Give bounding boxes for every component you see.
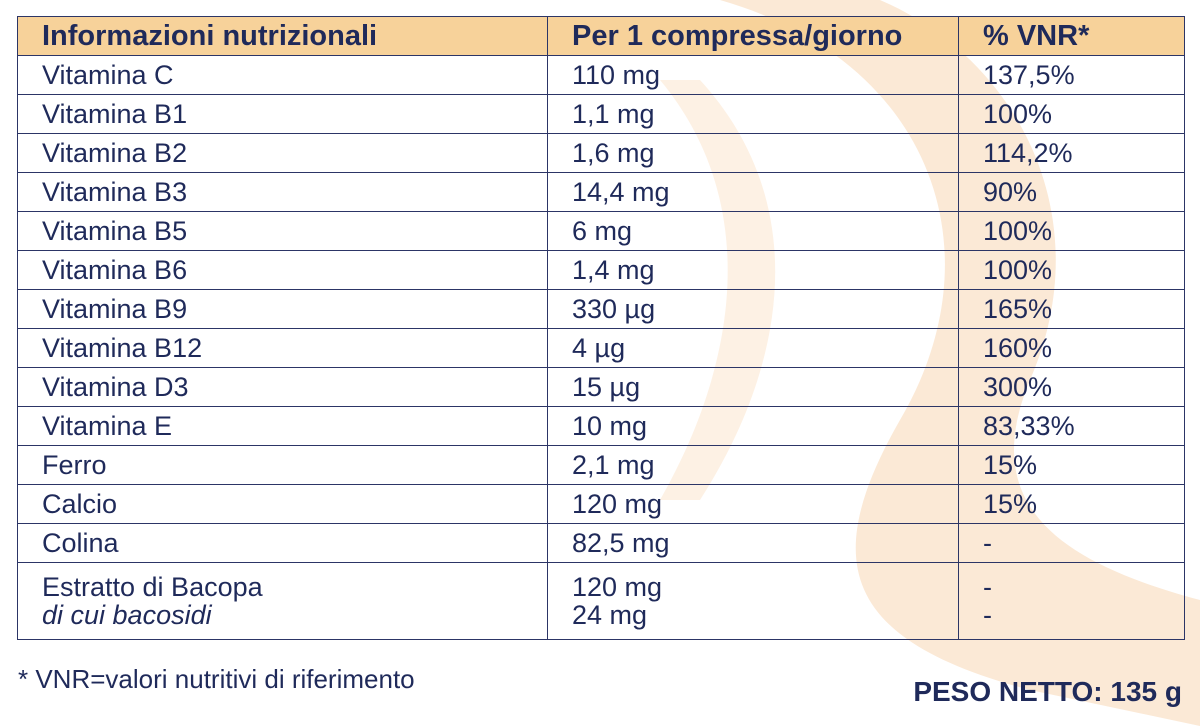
table-row: Vitamina B3 14,4 mg 90% [17,172,1185,212]
nutrient-name: Ferro [17,445,548,485]
nutrient-vnr: 100% [958,250,1185,290]
nutrient-subvnr: - [983,600,992,630]
nutrient-amount: 6 mg [547,211,959,251]
nutrient-amount: 330 µg [547,289,959,329]
nutrient-amount: 4 µg [547,328,959,368]
nutrient-vnr: 100% [958,211,1185,251]
header-vnr: % VNR* [958,16,1185,56]
table-header-row: Informazioni nutrizionali Per 1 compress… [17,16,1185,56]
table-row: Vitamina B5 6 mg 100% [17,211,1185,251]
nutrient-name: Vitamina B2 [17,133,548,173]
nutrient-amount: 1,4 mg [547,250,959,290]
net-weight: PESO NETTO: 135 g [913,676,1182,707]
table-row: Ferro 2,1 mg 15% [17,445,1185,485]
nutrient-vnr: 300% [958,367,1185,407]
nutrient-name: Vitamina B6 [17,250,548,290]
nutrient-vnr: 90% [958,172,1185,212]
nutrient-amount: 120 mg [547,484,959,524]
nutrient-vnr: 100% [958,94,1185,134]
table-row: Vitamina B1 1,1 mg 100% [17,94,1185,134]
nutrient-name: Vitamina C [17,55,548,95]
nutrient-amount: 15 µg [547,367,959,407]
vnr-footnote: * VNR=valori nutritivi di riferimento [18,664,415,694]
nutrient-name: Vitamina E [17,406,548,446]
table-row: Vitamina E 10 mg 83,33% [17,406,1185,446]
nutrient-name: Vitamina D3 [17,367,548,407]
nutrient-vnr: 160% [958,328,1185,368]
nutrient-name: Vitamina B12 [17,328,548,368]
nutrient-vnr: 137,5% [958,55,1185,95]
nutrition-table-container: Informazioni nutrizionali Per 1 compress… [17,16,1185,640]
nutrient-name: Vitamina B5 [17,211,548,251]
nutrition-table: Informazioni nutrizionali Per 1 compress… [17,16,1185,640]
nutrient-vnr: 165% [958,289,1185,329]
table-row: Vitamina B12 4 µg 160% [17,328,1185,368]
nutrient-name: Colina [17,523,548,563]
table-row: Vitamina C 110 mg 137,5% [17,55,1185,95]
nutrient-amount-cell: 120 mg 24 mg [547,562,959,640]
nutrient-name: Vitamina B3 [17,172,548,212]
nutrient-subname: di cui bacosidi [42,600,212,630]
nutrient-amount: 82,5 mg [547,523,959,563]
table-row: Vitamina B9 330 µg 165% [17,289,1185,329]
nutrient-vnr: 83,33% [958,406,1185,446]
nutrient-amount: 120 mg [572,571,663,602]
nutrient-vnr: 114,2% [958,133,1185,173]
nutrient-amount: 10 mg [547,406,959,446]
nutrient-vnr-cell: - - [958,562,1185,640]
nutrient-vnr: - [983,571,992,602]
nutrient-name-cell: Estratto di Bacopa di cui bacosidi [17,562,548,640]
table-row-bacopa: Estratto di Bacopa di cui bacosidi 120 m… [17,562,1185,640]
nutrient-name: Calcio [17,484,548,524]
table-row: Colina 82,5 mg - [17,523,1185,563]
table-row: Calcio 120 mg 15% [17,484,1185,524]
nutrient-name: Vitamina B9 [17,289,548,329]
nutrient-name: Estratto di Bacopa [42,571,263,602]
nutrient-vnr: - [958,523,1185,563]
header-per-tablet: Per 1 compressa/giorno [547,16,959,56]
table-row: Vitamina D3 15 µg 300% [17,367,1185,407]
nutrient-amount: 1,1 mg [547,94,959,134]
nutrient-amount: 2,1 mg [547,445,959,485]
nutrient-vnr: 15% [958,445,1185,485]
nutrient-subamount: 24 mg [572,600,648,630]
nutrient-amount: 110 mg [547,55,959,95]
nutrient-vnr: 15% [958,484,1185,524]
table-row: Vitamina B2 1,6 mg 114,2% [17,133,1185,173]
nutrient-amount: 14,4 mg [547,172,959,212]
header-nutritional-info: Informazioni nutrizionali [17,16,548,56]
nutrient-name: Vitamina B1 [17,94,548,134]
table-row: Vitamina B6 1,4 mg 100% [17,250,1185,290]
nutrient-amount: 1,6 mg [547,133,959,173]
